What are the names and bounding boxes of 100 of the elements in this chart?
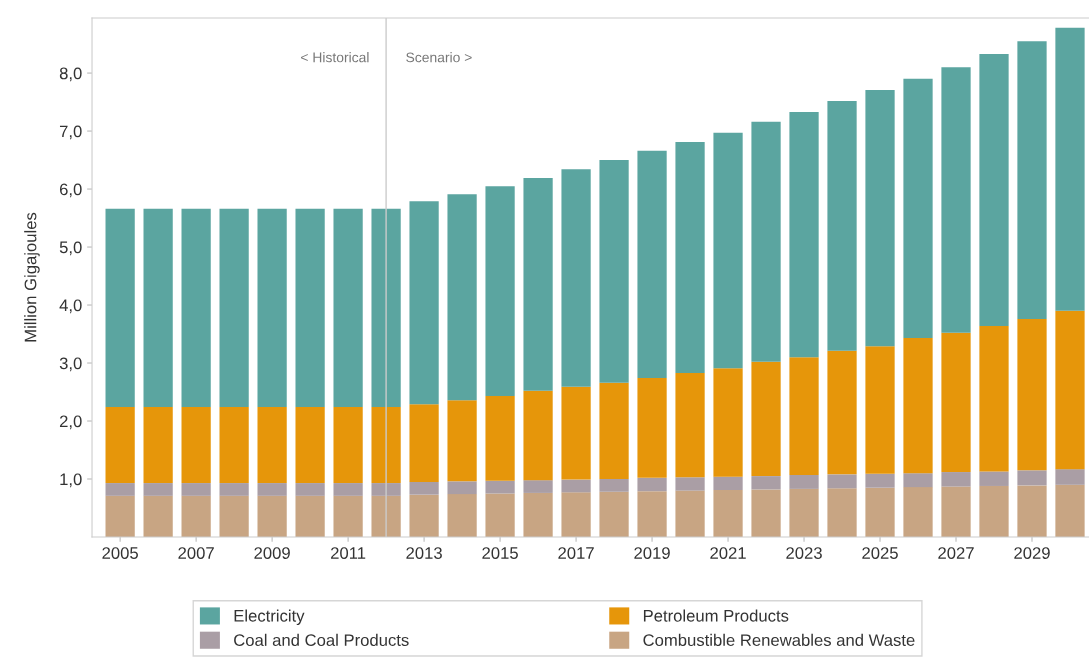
bar: [1017, 485, 1047, 537]
bar: [675, 477, 705, 491]
bar: [1017, 41, 1047, 319]
bar: [675, 142, 705, 373]
bar: [865, 487, 895, 537]
bar: [561, 492, 591, 537]
x-tick-label: 2005: [102, 547, 138, 559]
bar: [599, 382, 629, 480]
bar: [941, 67, 971, 333]
bar: [143, 495, 173, 537]
bar: [523, 390, 553, 481]
bar: [865, 89, 895, 347]
legend-label: Petroleum Products: [643, 609, 789, 622]
legend-label: Coal and Coal Products: [234, 633, 409, 647]
bar: [409, 404, 439, 482]
bar: [1055, 469, 1085, 485]
bar: [789, 488, 819, 537]
bar: [561, 386, 591, 480]
bar: [903, 487, 933, 537]
annotation: < Historical: [301, 52, 369, 63]
x-tick-label: 2015: [482, 547, 518, 559]
y-tick-label: 3,0: [59, 357, 82, 372]
x-tick-label: 2025: [862, 547, 898, 559]
bar: [637, 378, 667, 478]
bar: [827, 474, 857, 489]
bar: [257, 483, 287, 496]
bar: [295, 483, 325, 496]
bar: [789, 357, 819, 475]
bar: [941, 332, 971, 473]
bar: [295, 208, 325, 408]
x-tick-label: 2007: [178, 547, 214, 559]
bar: [903, 473, 933, 488]
bar: [409, 481, 439, 495]
bar: [1055, 484, 1085, 537]
bar: [599, 160, 629, 383]
bar: [1055, 27, 1085, 311]
bar: [295, 407, 325, 484]
bar: [751, 361, 781, 477]
bar: [485, 186, 515, 397]
bar: [713, 132, 743, 369]
bar: [181, 407, 211, 484]
bar: [865, 346, 895, 474]
bar: [713, 368, 743, 477]
y-tick-label: 8,0: [59, 67, 82, 82]
bar: [219, 495, 249, 537]
bar: [105, 495, 135, 537]
bar: [675, 490, 705, 537]
bar: [561, 479, 591, 493]
x-tick-label: 2023: [786, 547, 822, 559]
bar: [599, 479, 629, 492]
x-tick-label: 2021: [710, 547, 746, 559]
bar: [713, 476, 743, 491]
y-tick-label: 1,0: [60, 473, 82, 488]
bar: [333, 483, 363, 496]
bar: [637, 491, 667, 537]
bar: [865, 473, 895, 488]
legend-label: Electricity: [234, 609, 305, 626]
bar: [789, 474, 819, 489]
x-tick-label: 2019: [634, 547, 670, 559]
bar: [979, 53, 1009, 326]
bar: [941, 472, 971, 487]
bar: [979, 485, 1009, 537]
bar: [523, 178, 553, 391]
bar: [485, 493, 515, 537]
bar: [181, 483, 211, 496]
bar: [827, 350, 857, 475]
bar: [257, 407, 287, 484]
bar: [105, 407, 135, 484]
bar: [713, 490, 743, 537]
bar: [827, 100, 857, 351]
bar: [447, 194, 477, 401]
bar: [257, 208, 287, 408]
bar: [333, 407, 363, 484]
bar: [637, 150, 667, 379]
x-tick-label: 2009: [254, 547, 290, 559]
bar: [751, 121, 781, 362]
bar: [143, 407, 173, 484]
bar: [181, 495, 211, 537]
y-tick-label: 5,0: [59, 241, 82, 256]
y-tick-label: 4,0: [59, 299, 82, 314]
bar: [105, 208, 135, 408]
bar: [409, 201, 439, 405]
bar: [979, 325, 1009, 472]
bar: [295, 495, 325, 537]
bar: [143, 483, 173, 496]
bar: [637, 477, 667, 492]
bar: [105, 483, 135, 496]
y-tick-label: 6,0: [59, 183, 82, 198]
x-tick-label: 2027: [938, 547, 974, 559]
y-axis-title: Million Gigajoules: [24, 212, 40, 342]
bar: [485, 396, 515, 481]
bar: [371, 407, 401, 484]
bar: [561, 169, 591, 387]
bar: [447, 494, 477, 537]
bar: [485, 480, 515, 494]
legend-label: Combustible Renewables and Waste: [643, 633, 915, 647]
bar: [827, 488, 857, 537]
bar: [371, 483, 401, 496]
x-tick-label: 2017: [558, 547, 594, 559]
bar: [447, 400, 477, 482]
